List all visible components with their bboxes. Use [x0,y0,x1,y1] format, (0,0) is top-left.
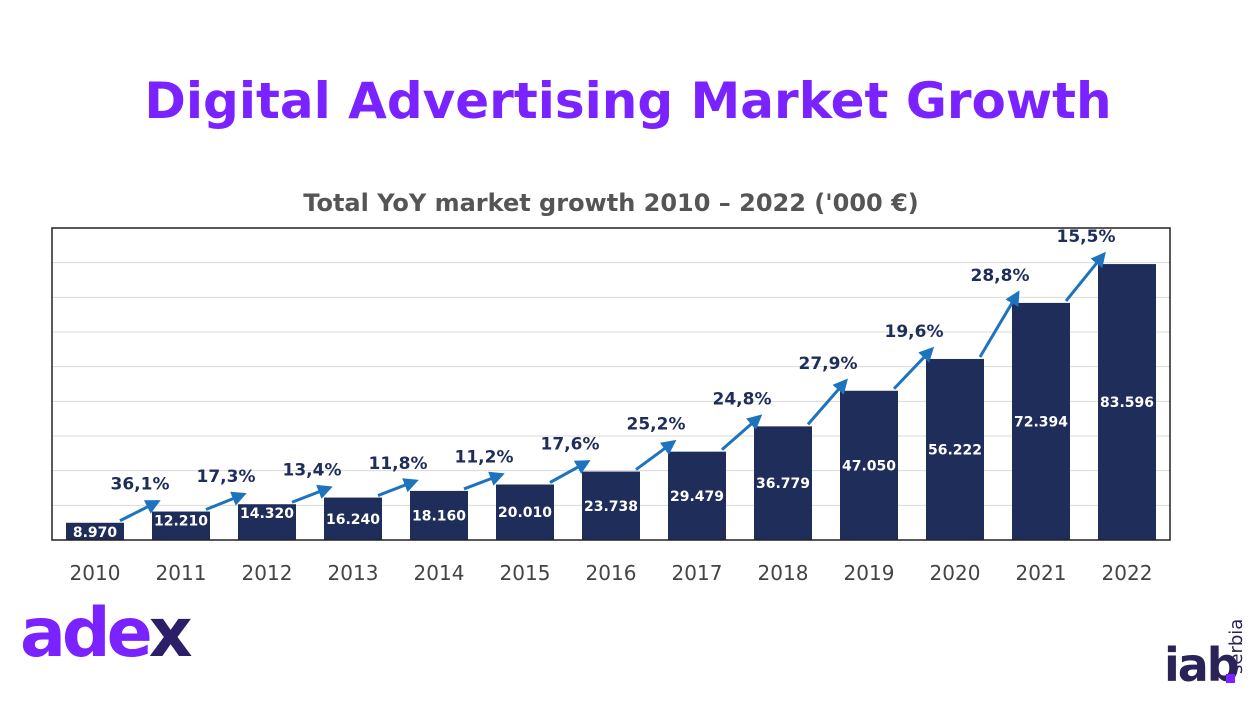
x-tick-label: 2017 [672,561,723,585]
growth-label: 11,8% [369,454,428,474]
bar-2016 [582,471,640,540]
growth-arrow [119,500,161,523]
growth-label: 17,6% [541,435,600,455]
growth-label: 17,3% [197,467,256,487]
growth-arrow [635,439,677,471]
plot-frame [51,227,1171,541]
bars [66,264,1156,540]
labels: 8.970 2010 12.210 2011 14.320 2012 16.240 2013 1… [70,227,1154,585]
bar-2019 [840,390,898,540]
value-label: 56.222 [928,442,982,458]
x-tick-label: 2011 [156,561,207,585]
bar-2022 [1098,264,1156,540]
growth-label: 27,9% [799,354,858,374]
x-tick-label: 2018 [758,561,809,585]
chart-title: Total YoY market growth 2010 – 2022 ('00… [303,189,919,217]
bar-2012 [238,504,296,540]
value-label: 36.779 [756,476,810,492]
iab-serbia-logo: iab serbia [1164,618,1247,692]
growth-arrow [978,290,1020,358]
x-tick-label: 2014 [414,561,465,585]
value-label: 72.394 [1014,414,1068,430]
growth-arrow [721,414,763,451]
bar-2017 [668,451,726,540]
growth-label: 25,2% [627,415,686,435]
growth-label: 28,8% [971,266,1030,286]
value-label: 14.320 [240,506,294,522]
bar-2020 [926,358,984,540]
value-label: 16.240 [326,512,380,528]
growth-label: 13,4% [283,461,342,481]
bar-2014 [410,490,468,540]
growth-arrows [119,251,1106,523]
x-tick-label: 2019 [844,561,895,585]
bar-2013 [324,497,382,540]
x-tick-label: 2010 [70,561,121,585]
growth-arrow [806,378,848,426]
growth-label: 19,6% [885,322,944,342]
bar-2015 [496,484,554,540]
growth-arrow [291,484,333,504]
page-title: Digital Advertising Market Growth [144,72,1112,130]
x-tick-label: 2013 [328,561,379,585]
x-tick-label: 2012 [242,561,293,585]
value-label: 20.010 [498,505,552,521]
growth-arrow [892,346,935,390]
value-label: 23.738 [584,499,638,515]
value-label: 47.050 [842,458,896,474]
x-tick-label: 2021 [1016,561,1067,585]
value-label: 29.479 [670,489,724,505]
growth-arrow [549,460,591,484]
x-tick-label: 2016 [586,561,637,585]
adex-logo: adex [20,594,193,673]
growth-label: 36,1% [111,475,170,495]
growth-arrow [377,478,419,497]
growth-label: 24,8% [713,389,772,409]
bar-2021 [1012,302,1070,540]
bar-2011 [152,511,210,540]
x-tick-label: 2020 [930,561,981,585]
bar-2010 [66,522,124,540]
growth-arrow [463,471,505,491]
bar-2018 [754,426,812,540]
value-label: 12.210 [154,514,208,530]
growth-arrow [1064,251,1106,302]
x-tick-label: 2015 [500,561,551,585]
x-tick-label: 2022 [1102,561,1153,585]
growth-label: 15,5% [1057,227,1116,247]
growth-label: 11,2% [455,447,514,467]
value-label: 18.160 [412,508,466,524]
value-label: 8.970 [73,525,118,541]
value-label: 83.596 [1100,395,1154,411]
growth-arrow [205,491,247,511]
